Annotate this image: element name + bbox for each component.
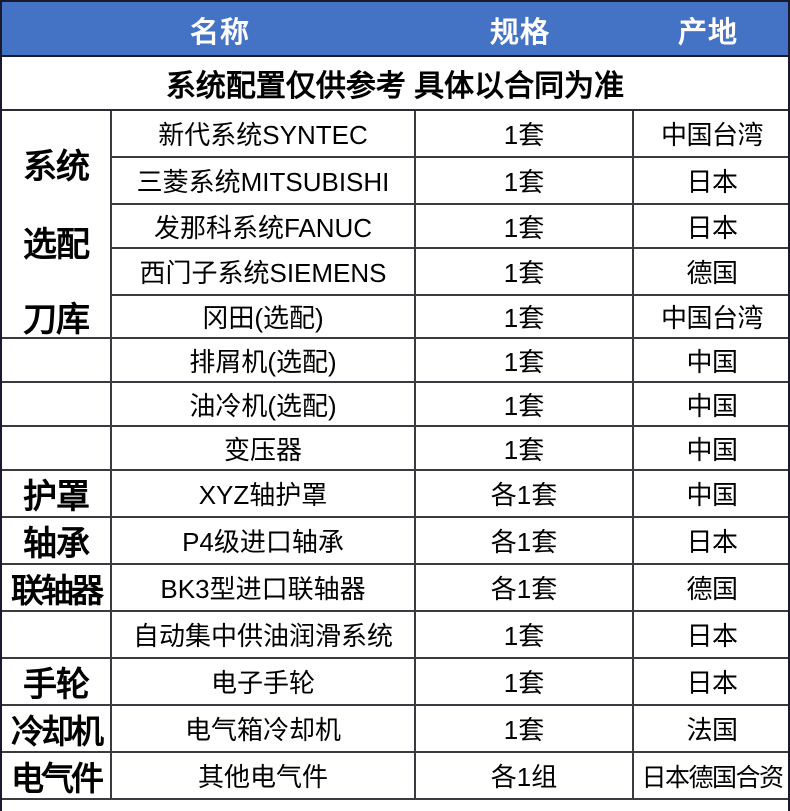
table-row: 刀库 冈田(选配) 1套 中国台湾 bbox=[2, 296, 788, 339]
cell-origin: 日本 bbox=[686, 527, 738, 557]
cell-category bbox=[2, 158, 112, 203]
cell-category bbox=[2, 339, 112, 381]
cell-origin: 中国 bbox=[686, 346, 738, 377]
cell-category bbox=[2, 612, 112, 657]
column-header-name: 名称 bbox=[189, 16, 250, 49]
cell-name: 电子手轮 bbox=[112, 659, 416, 704]
table-row: 排屑机(选配) 1套 中国 bbox=[2, 339, 788, 383]
table-row: 发那科系统FANUC 1套 日本 bbox=[2, 205, 788, 249]
cell-origin: 中国 bbox=[686, 390, 738, 421]
cell-origin: 中国台湾 bbox=[660, 303, 764, 333]
cell-name: 电气箱冷却机 bbox=[112, 706, 416, 751]
column-header-spec: 规格 bbox=[489, 16, 550, 49]
cell-origin: 日本 bbox=[686, 167, 738, 197]
cell-spec: 1套 bbox=[416, 158, 634, 203]
cell-spec: 1套 bbox=[416, 427, 634, 469]
table-row: 联轴器 BK3型进口联轴器 各1套 德国 bbox=[2, 565, 788, 612]
cell-name: 其他电气件 bbox=[112, 753, 416, 798]
cell-name: 发那科系统FANUC bbox=[112, 205, 416, 247]
cell-category bbox=[2, 383, 112, 425]
table-row: 电气件 其他电气件 各1组 日本德国合资 bbox=[2, 753, 788, 800]
table-row: 冷却机 电气箱冷却机 1套 法国 bbox=[2, 706, 788, 753]
cell-name: XYZ轴护罩 bbox=[112, 471, 416, 516]
cell-name: BK3型进口联轴器 bbox=[112, 565, 416, 610]
table-note-row: 系统配置仅供参考 具体以合同为准 bbox=[2, 57, 788, 111]
table-header-row: 名称 规格 产地 bbox=[2, 2, 788, 57]
cell-category: 手轮 bbox=[2, 659, 112, 704]
cell-category bbox=[2, 111, 112, 156]
cell-spec: 1套 bbox=[416, 296, 634, 337]
cell-name: P4级进口轴承 bbox=[112, 518, 416, 563]
table-row: 护罩 XYZ轴护罩 各1套 中国 bbox=[2, 471, 788, 518]
table-row: 西门子系统SIEMENS 1套 德国 bbox=[2, 249, 788, 296]
cell-spec: 1套 bbox=[416, 706, 634, 751]
cell-origin: 日本 bbox=[686, 621, 738, 651]
cell-name: 油冷机(选配) bbox=[112, 383, 416, 425]
cell-name: 排屑机(选配) bbox=[112, 339, 416, 381]
cell-category bbox=[2, 249, 112, 294]
cell-spec: 各1套 bbox=[416, 471, 634, 516]
cell-spec: 各1套 bbox=[416, 518, 634, 563]
cell-category: 联轴器 bbox=[2, 565, 112, 610]
cell-name: 自动集中供油润滑系统 bbox=[112, 612, 416, 657]
cell-category: 电气件 bbox=[2, 753, 112, 798]
table-row: 轴承 P4级进口轴承 各1套 日本 bbox=[2, 518, 788, 565]
table-row: 油冷机(选配) 1套 中国 bbox=[2, 383, 788, 427]
cell-origin: 日本德国合资 bbox=[641, 763, 784, 792]
cell-category: 轴承 bbox=[2, 518, 112, 563]
cell-spec: 1套 bbox=[416, 339, 634, 381]
cell-origin: 德国 bbox=[686, 574, 738, 604]
cell-spec: 各1套 bbox=[416, 565, 634, 610]
table-body: 系统 选配 新代系统SYNTEC 1套 中国台湾 三菱系统MITSUBISHI … bbox=[2, 111, 788, 800]
cell-category: 护罩 bbox=[2, 471, 112, 516]
table-row: 自动集中供油润滑系统 1套 日本 bbox=[2, 612, 788, 659]
table-row: 新代系统SYNTEC 1套 中国台湾 bbox=[2, 111, 788, 158]
cell-origin: 德国 bbox=[686, 258, 738, 288]
column-header-origin: 产地 bbox=[677, 16, 738, 49]
cell-name: 冈田(选配) bbox=[112, 296, 416, 337]
table-row: 变压器 1套 中国 bbox=[2, 427, 788, 471]
cell-name: 变压器 bbox=[112, 427, 416, 469]
cell-name: 西门子系统SIEMENS bbox=[112, 249, 416, 294]
cell-category bbox=[2, 427, 112, 469]
cell-spec: 1套 bbox=[416, 111, 634, 156]
cell-origin: 中国 bbox=[686, 480, 738, 510]
cell-name: 新代系统SYNTEC bbox=[112, 111, 416, 156]
table-row: 三菱系统MITSUBISHI 1套 日本 bbox=[2, 158, 788, 205]
cell-category: 冷却机 bbox=[2, 706, 112, 751]
cell-origin: 中国 bbox=[686, 434, 738, 465]
cell-spec: 1套 bbox=[416, 383, 634, 425]
cell-name: 三菱系统MITSUBISHI bbox=[112, 158, 416, 203]
cell-category: 刀库 bbox=[2, 296, 112, 339]
cell-spec: 各1组 bbox=[416, 753, 634, 798]
cell-origin: 日本 bbox=[686, 668, 738, 698]
cell-origin: 日本 bbox=[686, 212, 738, 243]
table-row: 手轮 电子手轮 1套 日本 bbox=[2, 659, 788, 706]
cell-spec: 1套 bbox=[416, 249, 634, 294]
cell-spec: 1套 bbox=[416, 659, 634, 704]
cell-spec: 1套 bbox=[416, 612, 634, 657]
cell-origin: 中国台湾 bbox=[660, 120, 764, 150]
cell-category bbox=[2, 205, 112, 247]
cell-origin: 法国 bbox=[686, 715, 738, 745]
cell-spec: 1套 bbox=[416, 205, 634, 247]
